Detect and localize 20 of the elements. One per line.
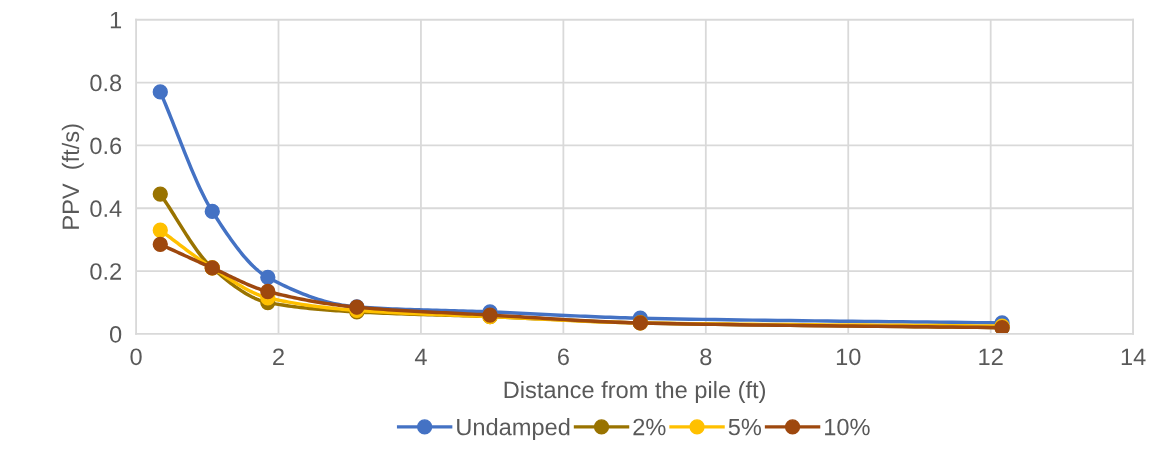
x-tick-label: 8 xyxy=(700,348,712,366)
y-tick-label: 0 xyxy=(109,326,122,343)
legend-label: 10% xyxy=(825,418,870,436)
y-axis-title: PPV (ft/s) xyxy=(61,124,84,229)
legend-label: 2% xyxy=(633,418,666,436)
legend-label: 5% xyxy=(728,418,762,436)
y-tick-label: 0.2 xyxy=(90,263,121,280)
x-tick-label: 4 xyxy=(414,348,427,365)
x-tick-label: 14 xyxy=(1121,348,1146,365)
x-tick-label: 0 xyxy=(130,348,142,366)
x-tick-label: 12 xyxy=(979,348,1003,365)
y-tick-label: 1 xyxy=(110,12,122,29)
x-tick-label: 6 xyxy=(558,348,569,366)
y-tick-label: 0.4 xyxy=(90,200,122,218)
y-tick-label: 0.8 xyxy=(90,74,122,92)
x-axis-title: Distance from the pile (ft) xyxy=(504,380,766,403)
y-tick-label: 0.6 xyxy=(90,137,122,155)
x-tick-label: 2 xyxy=(273,348,284,365)
legend-label: Undamped xyxy=(457,418,570,441)
x-tick-label: 10 xyxy=(836,348,861,366)
